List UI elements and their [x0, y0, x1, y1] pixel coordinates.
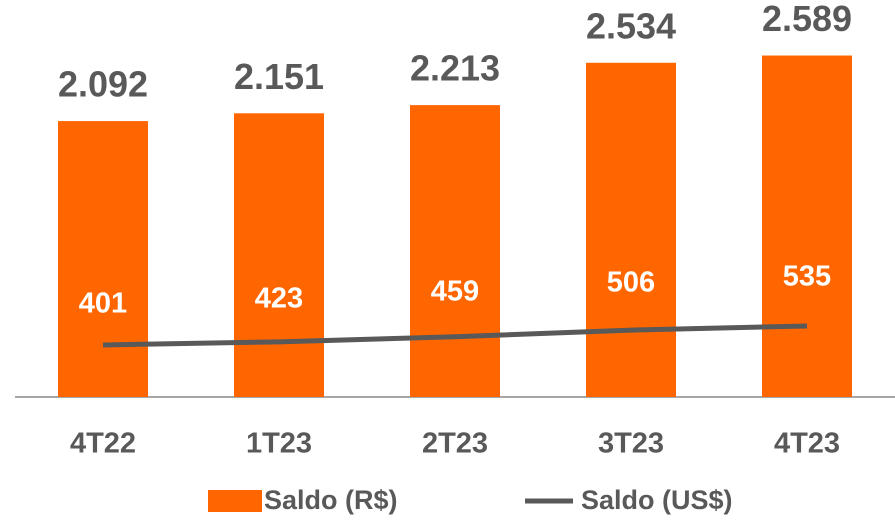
bar-value-label: 2.534 [586, 5, 676, 46]
line-value-label: 459 [431, 275, 479, 307]
x-tick-label: 4T22 [70, 428, 136, 460]
line [102, 323, 808, 348]
line-value-label: 401 [79, 288, 127, 320]
bar [586, 62, 676, 397]
legend-label: Saldo (US$) [581, 485, 733, 515]
line-value-label: 535 [783, 261, 831, 293]
line-value-label: 423 [255, 283, 303, 315]
bar-value-label: 2.151 [234, 56, 324, 97]
x-tick-label: 3T23 [598, 428, 664, 460]
bar [234, 113, 324, 397]
x-tick-label: 1T23 [246, 428, 312, 460]
bar-value-label: 2.589 [762, 0, 852, 39]
bar-value-label: 2.213 [410, 48, 500, 89]
bar-value-label: 2.092 [58, 64, 148, 105]
line-value-label: 506 [607, 267, 655, 299]
bar [762, 55, 852, 397]
x-tick-label: 2T23 [422, 428, 488, 460]
legend-label: Saldo (R$) [264, 485, 398, 515]
bar [58, 121, 148, 398]
legend-swatch [208, 490, 262, 512]
bar [410, 105, 500, 398]
x-tick-label: 4T23 [774, 428, 840, 460]
